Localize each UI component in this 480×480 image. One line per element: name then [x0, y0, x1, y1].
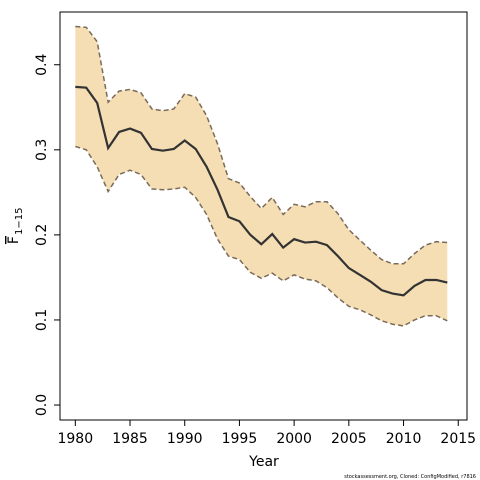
x-tick-label: 1990 [167, 431, 203, 447]
lower-bound-line [75, 145, 448, 327]
x-tick-label: 1995 [222, 431, 258, 447]
y-tick-label: 0.2 [34, 224, 50, 246]
x-tick-label: 2000 [276, 431, 312, 447]
y-tick-label: 0.0 [34, 394, 50, 416]
upper-bound-line [75, 25, 448, 265]
y-label-symbol: F [6, 236, 22, 244]
x-tick-label: 1985 [112, 431, 148, 447]
y-tick-label: 0.1 [34, 309, 50, 331]
plot-frame [59, 11, 468, 421]
x-tick-label: 2015 [440, 431, 476, 447]
y-label-subscript: 1−15 [14, 208, 25, 235]
x-tick-label: 2005 [331, 431, 367, 447]
y-tick-label: 0.3 [34, 139, 50, 161]
x-tick-label: 2010 [386, 431, 422, 447]
y-axis-label: F 1−15 [6, 208, 25, 245]
footer: stockassessment.org, Cloned: ConfigModif… [344, 474, 476, 480]
estimate-line [75, 85, 448, 297]
x-tick-label: 1980 [57, 431, 93, 447]
y-tick-label: 0.4 [34, 54, 50, 76]
x-axis-label: Year [248, 454, 279, 470]
confidence-band [75, 26, 448, 326]
